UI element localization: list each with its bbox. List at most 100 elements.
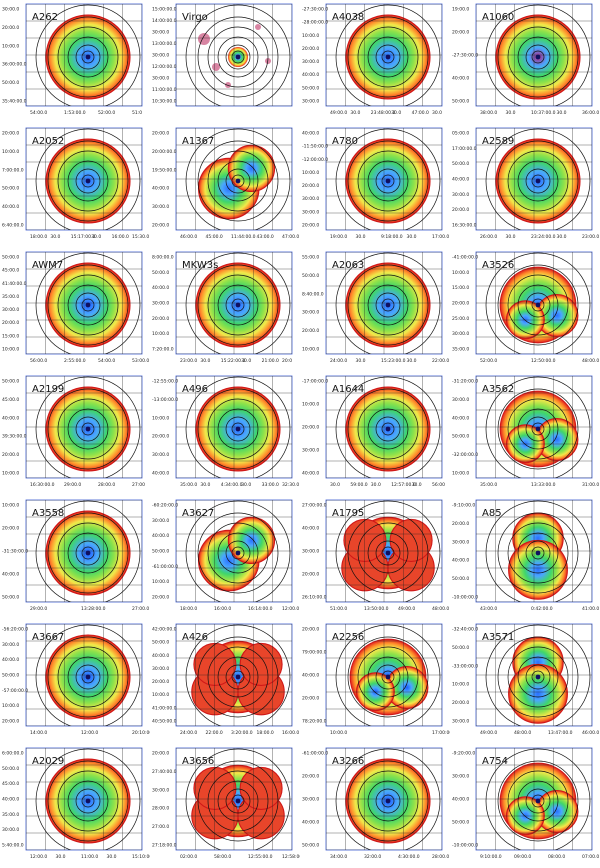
annulus-circle	[381, 50, 395, 64]
x-tick-label: 12:00.0	[30, 854, 47, 860]
cluster-center	[85, 550, 91, 556]
y-tick-label: 10:00.0	[2, 471, 19, 477]
y-tick-label: 20:00.0	[302, 425, 319, 431]
y-tick-label: 40:00.0	[302, 526, 319, 532]
annulus-circle	[67, 36, 109, 78]
cluster-panel-plot: A426 42:00:00.0 50:00.0 40:00.0 30:00.0 20:00…	[152, 623, 299, 736]
x-tick-label: 16:00.0	[112, 234, 129, 240]
cluster-panel: MKW3s 8:00:00.0 50:00.0 40:00.0 30:00.0 20:00…	[150, 248, 300, 372]
annulus-circle	[335, 624, 441, 726]
cluster-panel-plot: A2063 55:00.0 50:00.0 8:40:00.0 30:00.0 20:00…	[302, 251, 449, 364]
cluster-name: A262	[32, 12, 58, 23]
annulus-circle	[225, 292, 251, 318]
annulus-circle	[381, 298, 395, 312]
cluster-center	[235, 674, 241, 680]
y-tick-label: 50:00.0	[2, 186, 19, 192]
annulus-circle	[347, 140, 429, 222]
annulus-circle	[47, 140, 129, 222]
y-tick-label: 35:40:00.0	[2, 99, 27, 105]
emission-blob	[255, 24, 261, 30]
annulus-circle	[497, 140, 579, 222]
x-tick-label: 46:00.0	[582, 730, 599, 736]
y-tick-label: 20:00.0	[152, 751, 169, 757]
x-tick-label: 16:14:00.0	[248, 606, 273, 612]
y-tick-label: 10:00.0	[2, 43, 19, 49]
y-tick-label: 20:00.0	[2, 526, 19, 532]
cluster-panel-plot: A3562 -31:20:00.0 30:00.0 40:00.0 50:00.0 -32…	[452, 375, 599, 488]
annulus-circle	[225, 44, 251, 70]
y-tick-label: 40:00.0	[302, 820, 319, 826]
emission-region	[508, 663, 568, 724]
annulus-circle	[207, 150, 269, 212]
y-tick-label: 20:00.0	[2, 131, 19, 137]
x-tick-label: 32:30.0	[282, 482, 299, 488]
x-tick-label: 26:00.0	[480, 234, 497, 240]
annulus-circle	[507, 26, 569, 88]
cluster-panel-plot: A85 -9:10:00.0 20:00.0 30:00.0 40:00.0 50:00.…	[452, 499, 599, 612]
annulus-circle	[231, 422, 245, 436]
y-tick-label: 40:00.0	[152, 471, 169, 477]
x-tick-label: 08:00.0	[548, 854, 565, 860]
cluster-name: A780	[332, 136, 358, 147]
y-tick-label: 14:00:00.0	[152, 18, 177, 24]
x-tick-label: 21:00.0	[262, 358, 279, 364]
y-tick-label: 30:00.0	[152, 787, 169, 793]
y-tick-label: 20:00.0	[302, 183, 319, 189]
y-tick-label: -27:30:00.0	[302, 7, 328, 13]
x-tick-label: 32:00.0	[364, 854, 381, 860]
y-tick-label: -12:00:00.0	[302, 157, 328, 163]
annulus-circle	[525, 416, 551, 442]
y-tick-label: -32:40:00.0	[452, 627, 478, 633]
y-tick-label: 39:30:00.0	[2, 434, 27, 440]
x-tick-label: 30.0	[50, 234, 60, 240]
annulus-circle	[485, 748, 591, 850]
annulus-circle	[35, 748, 141, 850]
annulus-circle	[367, 656, 409, 698]
y-tick-label: 40:00.0	[302, 72, 319, 78]
y-tick-label: 50:00.0	[302, 273, 319, 279]
y-tick-label: 30:00.0	[2, 642, 19, 648]
y-tick-label: 20:00.0	[2, 452, 19, 458]
y-tick-label: 20:00.0	[152, 223, 169, 229]
x-tick-label: 30.0	[107, 854, 117, 860]
y-tick-label: 10:00.0	[152, 692, 169, 698]
cluster-panel-plot: A1795 27:00:00.0 40:00.0 30:00.0 20:00.0 26:1…	[302, 499, 449, 612]
y-tick-label: 20:00.0	[302, 46, 319, 52]
cluster-name: MKW3s	[182, 260, 218, 271]
x-tick-label: 12:00.0	[282, 606, 299, 612]
y-tick-label: 50:00.0	[452, 99, 469, 105]
x-tick-label: 13:50:00.0	[364, 606, 389, 612]
annulus-circle	[367, 408, 409, 450]
cluster-panel: A426 42:00:00.0 50:00.0 40:00.0 30:00.0 20:00…	[150, 620, 300, 744]
annulus-circle	[225, 416, 251, 442]
cluster-name: A496	[182, 384, 208, 395]
y-tick-label: 30:00.0	[2, 7, 19, 13]
x-tick-label: 23:48:00.0	[371, 110, 396, 116]
y-tick-label: 20:00.0	[152, 679, 169, 685]
annulus-circle	[485, 4, 591, 106]
x-tick-label: 12:58:00.0	[282, 854, 300, 860]
cluster-name: Virgo	[182, 12, 208, 23]
annulus-circle	[357, 770, 419, 832]
y-tick-label: 30:00.0	[302, 99, 319, 105]
cluster-panel: A3656 20:00.0 27:40:00.0 30:00.0 28:00.0 27:0…	[150, 744, 300, 868]
annulus-circle	[197, 760, 279, 842]
cluster-panel-plot: A3526 -41:00:00.0 10:00.0 15:00.0 20:00.0 25:…	[452, 251, 599, 364]
annulus-circle	[57, 646, 119, 708]
y-tick-label: 50:00.0	[452, 161, 469, 167]
x-tick-label: 59:00.0	[350, 482, 367, 488]
cluster-panel: A3627 -60:20:00.0 30:00.0 40:00.0 50:00.0 -61…	[150, 496, 300, 620]
annulus-circle	[531, 794, 545, 808]
annulus-circle	[517, 780, 559, 822]
annulus-circle	[217, 36, 259, 78]
cluster-panel: A4038 -27:30:00.0 -28:00:00.0 10:00.0 20:00.…	[300, 0, 450, 124]
y-tick-label: 26:10:00.0	[302, 595, 327, 601]
annulus-circle	[57, 26, 119, 88]
annulus-circle	[231, 174, 245, 188]
y-tick-label: 27:00:00.0	[302, 503, 327, 509]
annulus-circle	[381, 670, 395, 684]
y-tick-label: 10:00.0	[2, 503, 19, 509]
y-tick-label: 40:00.0	[302, 673, 319, 679]
cluster-name: A3526	[482, 260, 514, 271]
x-tick-label: 2:55:00.0	[64, 358, 86, 364]
